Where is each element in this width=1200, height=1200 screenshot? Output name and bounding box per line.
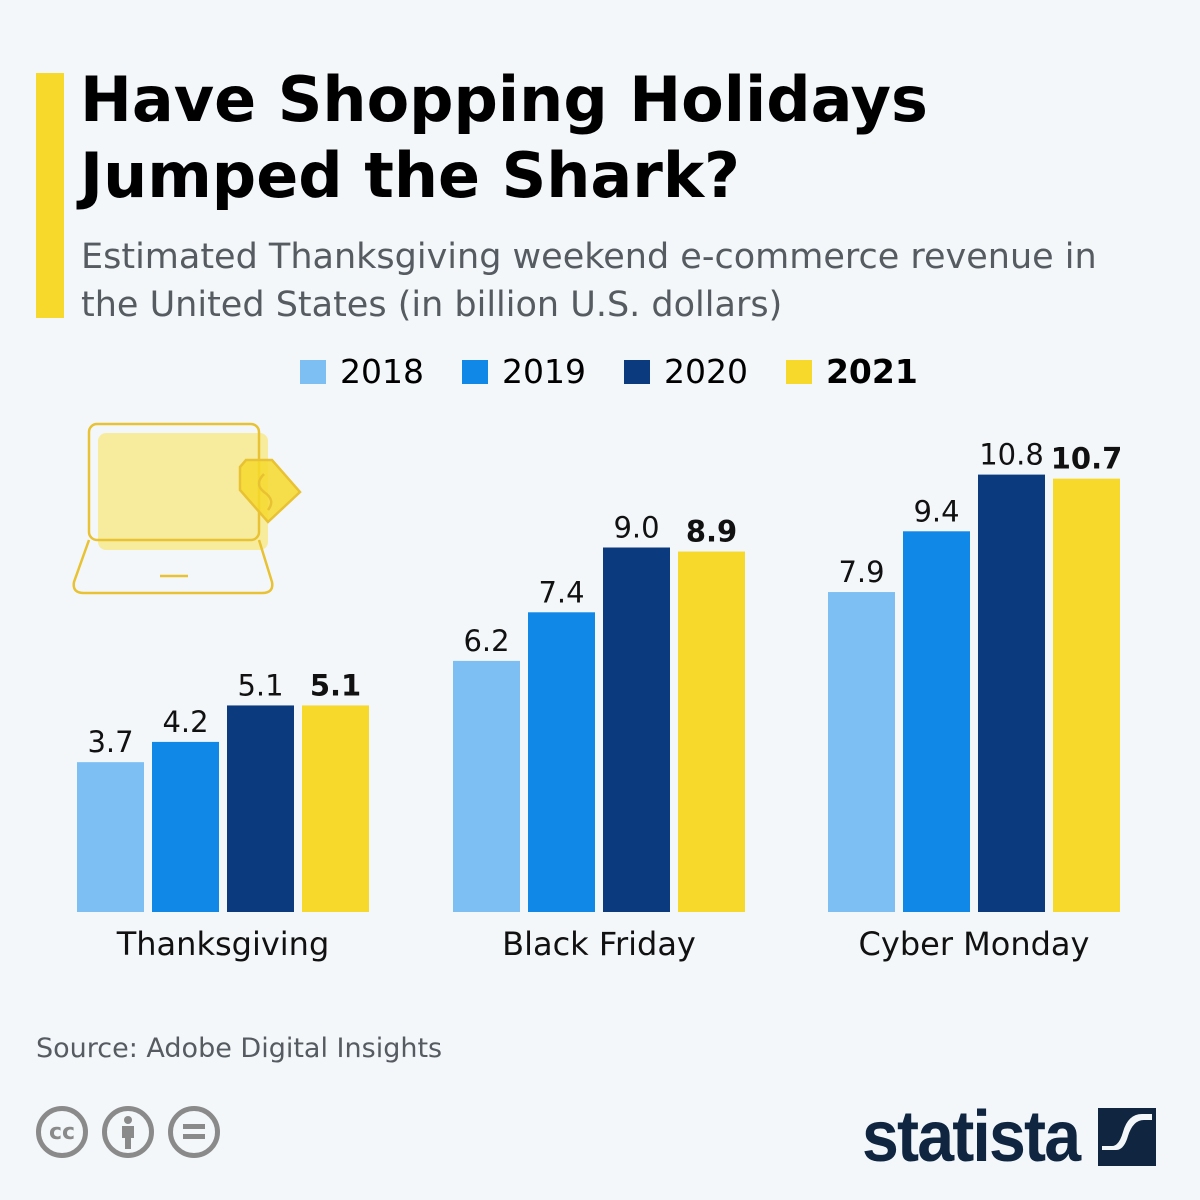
legend-swatch bbox=[623, 359, 650, 384]
bar-2020-cyber-monday bbox=[978, 474, 1045, 912]
legend-item-2019: 2019 bbox=[461, 352, 586, 391]
bar-2019-black-friday bbox=[528, 612, 595, 912]
legend-swatch bbox=[785, 359, 812, 384]
title-accent-bar bbox=[36, 73, 64, 318]
laptop-with-price-tag-icon bbox=[72, 422, 302, 595]
legend-item-2021: 2021 bbox=[785, 352, 918, 391]
legend-label: 2019 bbox=[501, 352, 586, 391]
value-label: 9.4 bbox=[913, 494, 959, 528]
source-note: Source: Adobe Digital Insights bbox=[36, 1033, 443, 1064]
attribution-icon[interactable] bbox=[102, 1106, 154, 1158]
category-label: Cyber Monday bbox=[859, 925, 1090, 963]
value-label: 3.7 bbox=[87, 725, 133, 759]
license-icons: cc bbox=[36, 1106, 220, 1158]
value-label: 6.2 bbox=[463, 624, 509, 658]
statista-logo[interactable]: statista bbox=[862, 1096, 1157, 1178]
legend-item-2018: 2018 bbox=[300, 352, 424, 391]
value-label: 9.0 bbox=[613, 511, 659, 545]
bar-2018-black-friday bbox=[453, 660, 520, 912]
bar-2019-cyber-monday bbox=[903, 531, 970, 912]
legend-item-2020: 2020 bbox=[623, 352, 748, 391]
bar-2019-thanksgiving bbox=[152, 741, 219, 912]
no-derivatives-icon[interactable] bbox=[168, 1106, 220, 1158]
page-title: Have Shopping Holidays Jumped the Shark? bbox=[80, 62, 928, 214]
value-label: 5.1 bbox=[237, 668, 283, 702]
logo-text: statista bbox=[862, 1097, 1081, 1177]
value-label: 7.9 bbox=[838, 555, 884, 589]
value-label: 5.1 bbox=[310, 668, 361, 702]
category-label: Black Friday bbox=[502, 925, 696, 963]
title-line-1: Have Shopping Holidays bbox=[80, 63, 928, 136]
legend-swatch bbox=[300, 359, 326, 384]
value-label: 10.7 bbox=[1051, 442, 1123, 476]
bar-2021-black-friday bbox=[678, 551, 745, 912]
legend-label: 2018 bbox=[340, 352, 424, 391]
bar-2018-cyber-monday bbox=[828, 592, 895, 912]
bar-2020-thanksgiving bbox=[227, 705, 294, 912]
bar-2021-thanksgiving bbox=[302, 705, 369, 912]
value-label: 7.4 bbox=[538, 575, 584, 609]
value-label: 10.8 bbox=[979, 438, 1044, 472]
cc-icon[interactable]: cc bbox=[36, 1106, 88, 1158]
bar-chart: 3.7 4.2 5.1 5.1 Thanksgiving 6.2 7.4 9.0 8.9 Blac… bbox=[72, 422, 1123, 963]
statista-logo-icon bbox=[1098, 1108, 1157, 1166]
bar-2020-black-friday bbox=[603, 547, 670, 912]
legend: 2018 2019 2020 2021 bbox=[300, 352, 918, 391]
value-label: 4.2 bbox=[162, 705, 208, 739]
legend-label: 2020 bbox=[663, 352, 748, 391]
legend-label: 2021 bbox=[825, 352, 918, 391]
bar-2018-thanksgiving bbox=[77, 762, 144, 912]
value-label: 8.9 bbox=[686, 515, 737, 549]
bar-2021-cyber-monday bbox=[1053, 478, 1120, 912]
category-label: Thanksgiving bbox=[116, 925, 330, 963]
subtitle: Estimated Thanksgiving weekend e-commerc… bbox=[81, 237, 1097, 325]
title-line-2: Jumped the Shark? bbox=[80, 139, 741, 212]
legend-swatch bbox=[461, 359, 488, 384]
